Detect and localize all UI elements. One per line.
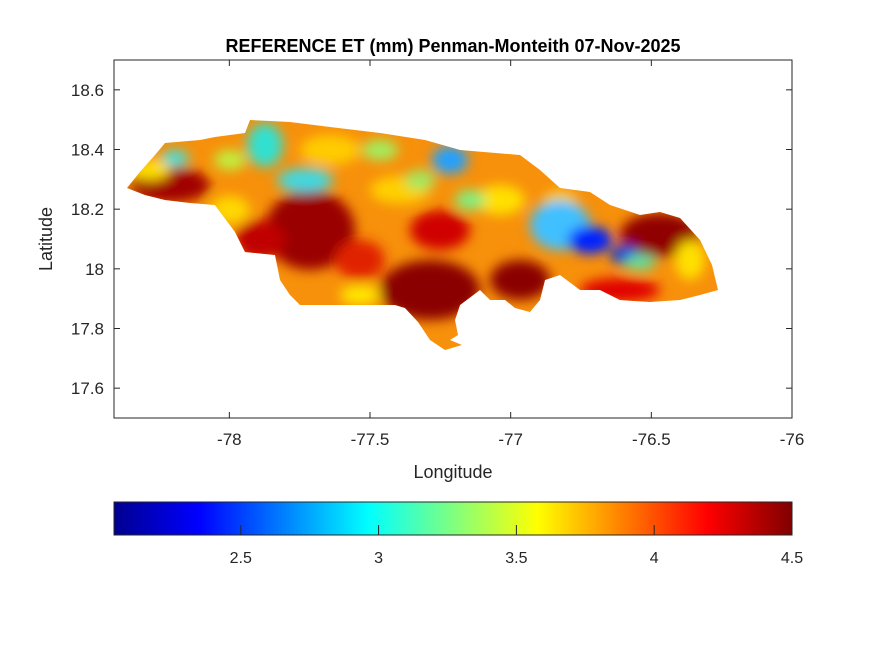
colorbar-tick-label: 3 <box>374 550 383 567</box>
field-patch <box>380 260 480 320</box>
field-patch <box>362 140 398 160</box>
field-patch <box>214 150 246 170</box>
field-patch <box>235 220 285 260</box>
field-patch <box>455 190 485 210</box>
field-patch <box>475 185 525 215</box>
field-patch <box>432 146 468 174</box>
y-tick-label: 18.6 <box>71 81 104 100</box>
y-tick-label: 18.2 <box>71 200 104 219</box>
colorbar-tick-label: 3.5 <box>505 550 527 567</box>
x-tick-label: -76 <box>780 430 805 449</box>
x-tick-label: -77 <box>498 430 523 449</box>
field-patch <box>340 285 380 305</box>
x-tick-label: -77.5 <box>351 430 390 449</box>
y-axis-label: Latitude <box>36 207 56 271</box>
colorbar-tick-label: 4.5 <box>781 550 803 567</box>
y-tick-label: 17.8 <box>71 320 104 339</box>
y-tick-label: 18.4 <box>71 141 104 160</box>
field-patch <box>265 190 355 270</box>
colorbar <box>113 501 793 536</box>
x-axis-label: Longitude <box>413 462 492 482</box>
y-tick-label: 17.6 <box>71 379 104 398</box>
y-tick-label: 18 <box>85 260 104 279</box>
field-patch <box>568 226 612 254</box>
field-patch <box>624 254 656 270</box>
colorbar-tick-label: 2.5 <box>230 550 252 567</box>
field-patch <box>490 260 550 300</box>
field-patch <box>247 123 283 167</box>
field-patch <box>335 240 385 280</box>
field-patch <box>300 135 360 165</box>
field-patch <box>277 168 333 192</box>
field-patch <box>161 150 189 166</box>
field-patch <box>405 170 435 190</box>
field-patch <box>410 210 470 250</box>
field-patch <box>675 240 705 280</box>
chart-title: REFERENCE ET (mm) Penman-Monteith 07-Nov… <box>225 36 680 56</box>
x-tick-label: -76.5 <box>632 430 671 449</box>
x-tick-label: -78 <box>217 430 242 449</box>
colorbar-tick-label: 4 <box>650 550 659 567</box>
